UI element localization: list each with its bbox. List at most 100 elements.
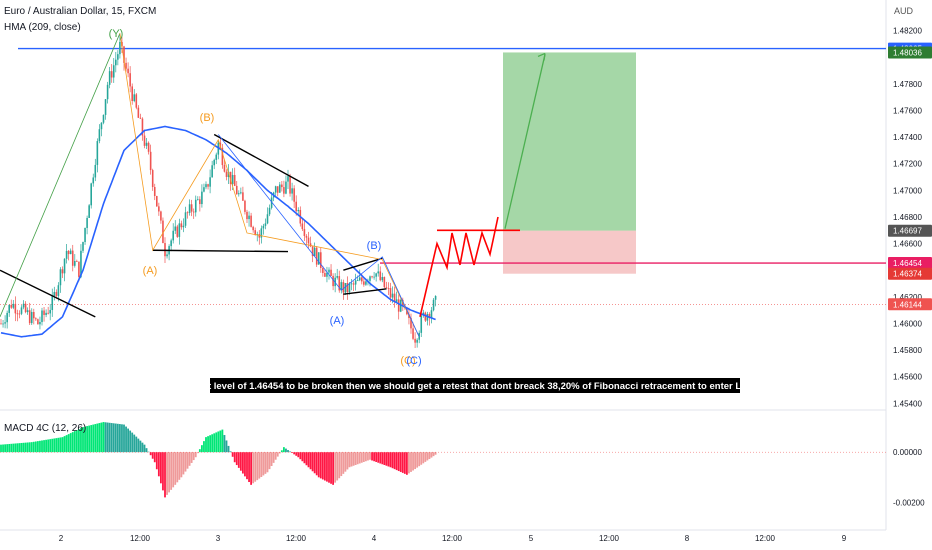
candle: [59, 267, 62, 293]
macd-bar: [63, 436, 66, 453]
candle: [33, 308, 35, 325]
macd-bar: [426, 452, 429, 461]
price-badge-label: 1.46374: [893, 270, 922, 279]
candle: [426, 311, 429, 326]
candle-body: [6, 312, 8, 323]
candle-body: [268, 207, 271, 215]
candle: [387, 282, 390, 296]
candle: [174, 220, 177, 235]
macd-bar: [207, 436, 209, 453]
candle-body: [303, 229, 306, 237]
macd-bar: [67, 434, 70, 453]
macd-bar: [235, 452, 238, 466]
candle: [51, 288, 54, 317]
macd-bar: [90, 425, 93, 453]
candle: [117, 50, 119, 66]
candle: [342, 279, 345, 300]
candle-body: [186, 212, 189, 214]
candle-body: [188, 204, 191, 213]
candle-body: [47, 312, 49, 314]
macd-bar: [239, 452, 242, 471]
candle: [192, 208, 195, 219]
candle-body: [326, 272, 328, 277]
price-badge: 1.48036: [888, 46, 932, 59]
macd-bar: [106, 422, 109, 453]
candle-body: [166, 254, 168, 257]
price-tick-label: 1.47000: [893, 186, 922, 195]
time-axis[interactable]: 2 12:00 3 12:00 4 12:00 5 12:00 8 12:00 9: [59, 534, 847, 543]
candle: [133, 89, 136, 103]
candle: [18, 310, 21, 319]
candle: [301, 219, 304, 231]
macd-bar: [391, 452, 394, 469]
candle-body: [90, 183, 92, 206]
macd-bar: [256, 452, 259, 481]
candle-body: [350, 283, 353, 285]
macd-bar: [92, 424, 95, 453]
time-tick-label: 2: [59, 534, 64, 543]
candle-body: [342, 282, 345, 293]
risk-reward-tool[interactable]: [503, 52, 636, 274]
candle: [141, 117, 144, 141]
macd-bar: [14, 443, 17, 453]
candle: [131, 83, 133, 105]
candle-body: [424, 312, 427, 321]
price-badge-bg: [888, 46, 932, 59]
macd-bar: [317, 452, 320, 478]
horizontal-levels[interactable]: [0, 47, 886, 305]
candle: [266, 207, 269, 225]
candle: [430, 307, 433, 324]
macd-bar: [22, 442, 25, 453]
candle: [250, 212, 252, 228]
candle-body: [391, 293, 394, 298]
candle: [108, 66, 111, 89]
candle: [14, 296, 17, 322]
candle-body: [416, 339, 418, 343]
price-badge-label: 1.46697: [893, 227, 922, 236]
candle-body: [49, 310, 51, 314]
macd-bar: [127, 428, 129, 453]
macd-bar: [49, 439, 52, 453]
candle: [276, 186, 279, 197]
macd-bar: [80, 428, 82, 453]
candle: [264, 218, 267, 230]
macd-bar: [406, 452, 408, 475]
macd-bar: [324, 452, 326, 481]
macd-bar: [211, 434, 214, 453]
macd-bar: [184, 452, 187, 472]
price-axis[interactable]: 1.48200 1.47800 1.47600 1.47400 1.47200 1.470…: [888, 27, 932, 508]
price-tick-label: 1.46600: [893, 240, 922, 249]
candle-body: [102, 114, 105, 123]
candle: [16, 309, 19, 322]
candle-body: [297, 209, 300, 212]
macd-bar: [24, 442, 27, 453]
candle-body: [258, 234, 261, 238]
candle: [346, 276, 349, 300]
macd-bar: [416, 452, 419, 468]
price-badge: 1.46454: [888, 257, 932, 270]
macd-bar: [121, 424, 123, 453]
candle: [65, 243, 68, 264]
macd-bar: [393, 452, 396, 470]
candle: [12, 299, 15, 310]
candle-body: [246, 211, 248, 220]
macd-bar: [45, 439, 47, 453]
candle: [354, 273, 357, 291]
candle-body: [281, 184, 283, 188]
price-tick-label: 1.48200: [893, 27, 922, 36]
trendline: [343, 288, 387, 295]
macd-bar: [254, 452, 257, 482]
macd-bar: [330, 452, 332, 484]
candle: [332, 273, 334, 291]
candle-body: [106, 84, 109, 100]
macd-bar: [182, 452, 185, 475]
macd-bar: [73, 431, 76, 453]
candle: [420, 310, 423, 337]
drawings[interactable]: [0, 33, 520, 337]
macd-bar: [129, 430, 132, 453]
macd-bar: [65, 435, 68, 453]
candle-body: [274, 186, 277, 193]
macd-bar: [137, 438, 140, 453]
